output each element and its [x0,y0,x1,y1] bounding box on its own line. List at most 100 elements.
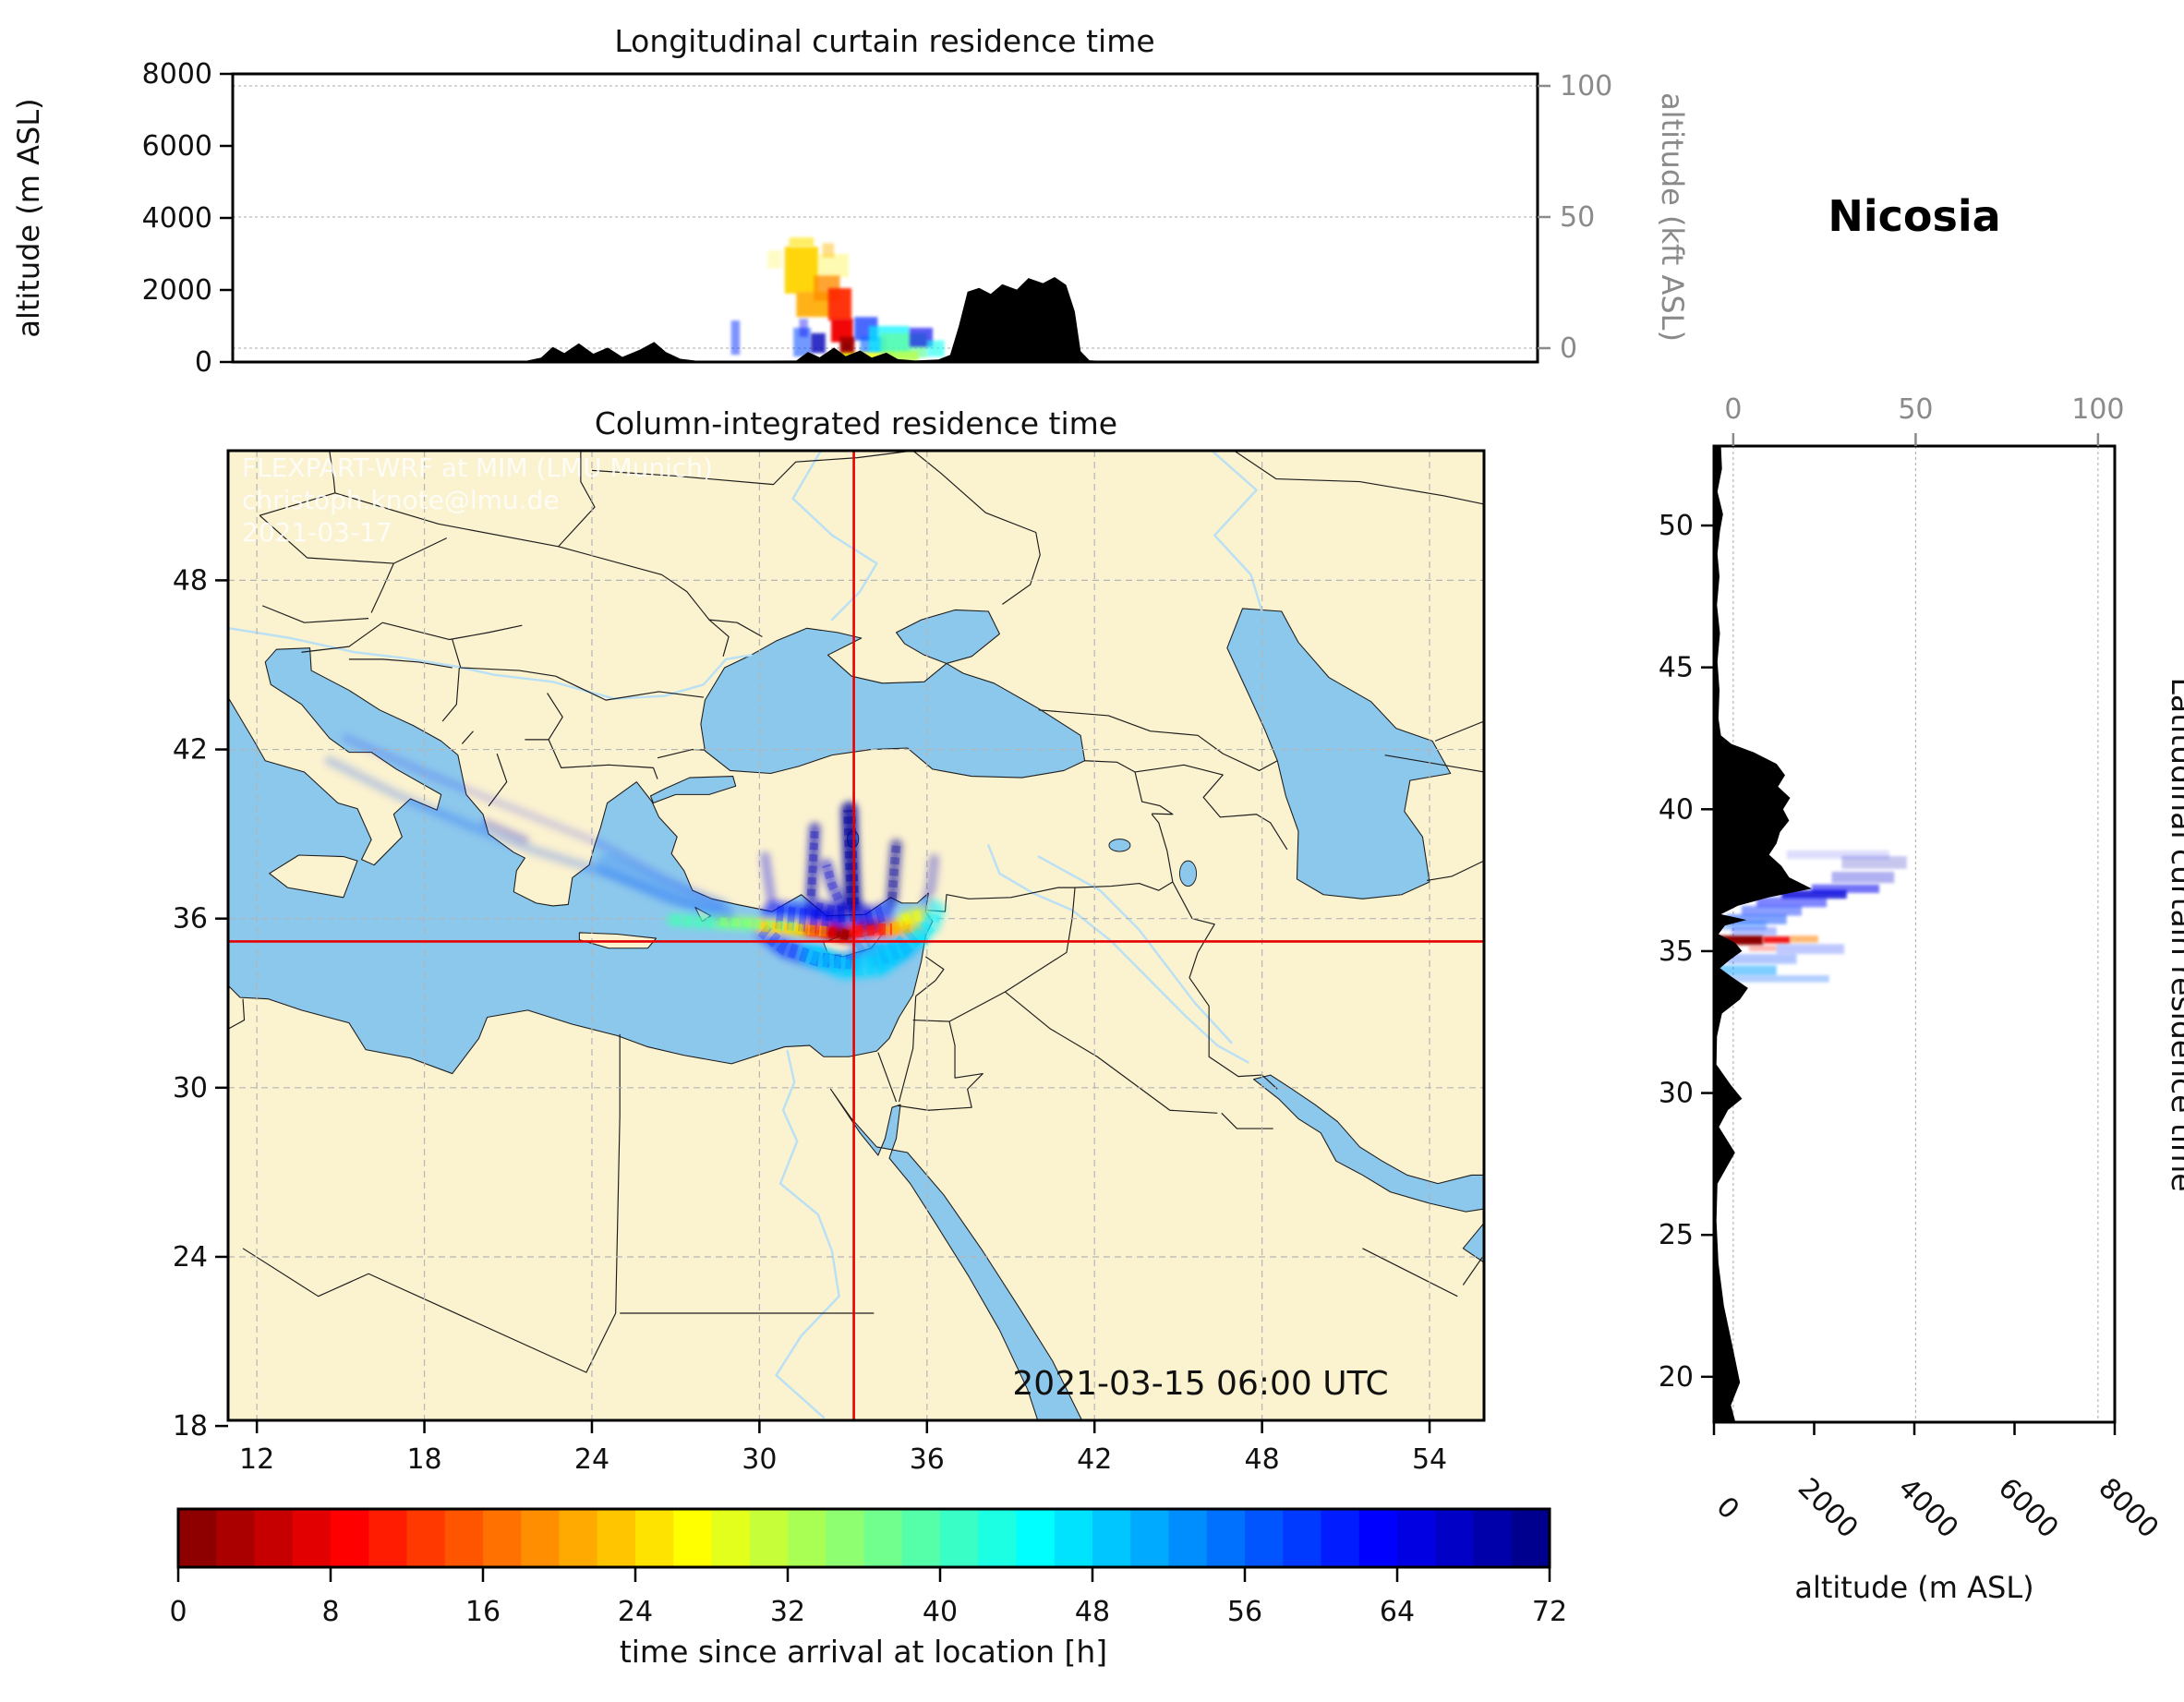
island [269,854,358,899]
plume-cell [811,332,826,354]
country-border [877,1052,898,1103]
colorbar-step [406,1509,446,1567]
colorbar-step [1245,1509,1285,1567]
plume-cell [1756,897,1828,908]
colorbar: 0 8 16 24 32 40 48 56 64 72 time since arrival at… [169,1507,1567,1670]
country-border [228,998,246,1030]
colorbar-step [788,1509,827,1567]
country-border [1462,1256,1483,1286]
y-tick-label: 8000 [142,58,212,91]
lat-tick-label: 45 [1659,652,1694,684]
colorbar-tick-label: 64 [1380,1596,1415,1628]
country-border [259,492,335,516]
plume-stroke [849,934,877,959]
map-basemap [228,451,1484,1420]
y-tick-label: 2000 [142,274,212,307]
plume-cell [926,340,945,357]
map-title: Column-integrated residence time [595,405,1117,441]
country-border [1134,764,1288,851]
plume-cell [883,351,919,362]
colorbar-step [940,1509,980,1567]
colorbar-step [901,1509,941,1567]
colorbar-step [483,1509,523,1567]
colorbar-step [597,1509,636,1567]
colorbar-tick-label: 0 [169,1596,187,1628]
alt-tick-label: 0 [1710,1491,1745,1526]
sea-polygon [700,627,1086,779]
y-tick-label: 36 [173,903,208,935]
map-watermark-line2: christoph.knote@lmu.de [242,485,560,515]
latitudinal-plume [1714,850,1907,983]
country-border [1384,754,1484,773]
colorbar-step [254,1509,294,1567]
map-axis-ticks: 12 18 24 30 36 42 48 54 18 24 30 36 42 48 [173,564,1447,1476]
kft-tick-label: 50 [1898,393,1933,426]
plume-stroke [597,852,732,923]
plume-stroke-texture [853,937,872,955]
country-border [301,622,383,653]
country-border [452,639,556,677]
country-border [897,1020,983,1111]
colorbar-label: time since arrival at location [h] [620,1634,1107,1670]
longitudinal-gridlines [233,85,1538,349]
country-border [652,767,658,779]
country-border [1362,1248,1458,1298]
plume-stroke-texture [809,942,906,977]
longitudinal-ylabel-left: altitude (m ASL) [11,98,46,337]
x-tick-label: 36 [910,1443,945,1476]
map-crosshair [228,451,1484,1420]
y-tick-label: 42 [173,734,208,767]
lat-tick-label: 50 [1659,510,1694,542]
latitudinal-xlabel: altitude (m ASL) [1794,1570,2033,1605]
sea-polygon [1462,1222,1484,1263]
map-spine [226,449,1486,1422]
country-border [461,730,474,744]
plume-cell [1763,935,1791,944]
country-border [329,451,336,493]
map-watermark-line1: FLEXPART-WRF at MIM (LMU Munich) [242,453,713,483]
longitudinal-panel-spine [231,72,1539,364]
colorbar-step [863,1509,903,1567]
colorbar-ticks: 0 8 16 24 32 40 48 56 64 72 [169,1567,1567,1628]
latitudinal-title: Latitudinal curtain residence time [2165,677,2184,1191]
plume-cell [1714,975,1829,983]
colorbar-step [1321,1509,1360,1567]
river [1037,855,1233,1044]
colorbar-gradient [178,1509,1551,1567]
plume-cell [789,237,814,247]
country-border [558,451,596,548]
colorbar-step [178,1509,218,1567]
map-panel: Column-integrated residence time 12 18 24 3… [173,405,1486,1476]
colorbar-outline [176,1507,1551,1569]
latitudinal-terrain-silhouette [1714,446,1812,1422]
y-tick-label: 48 [173,564,208,597]
kft-tick-label: 100 [2071,393,2124,426]
country-border [555,675,704,701]
x-tick-label: 12 [239,1443,274,1476]
sea-polygon [829,1088,1083,1420]
plume-cell [817,254,849,278]
x-tick-label: 54 [1412,1443,1447,1476]
x-tick-label: 24 [574,1443,609,1476]
country-border [370,562,394,613]
colorbar-tick-label: 32 [770,1596,805,1628]
kft-tick-label: 0 [1560,332,1577,365]
colorbar-step [1283,1509,1322,1567]
plume-stroke [854,901,897,930]
colorbar-step [1016,1509,1056,1567]
colorbar-step [216,1509,256,1567]
lake [1178,860,1198,887]
colorbar-step [368,1509,408,1567]
plume-stroke [804,822,821,902]
plume-stroke [918,853,940,919]
country-border [925,887,1076,912]
plume-cell [784,247,818,294]
country-border [915,956,945,997]
y-tick-label: 6000 [142,130,212,163]
longitudinal-ylabel-right: altitude (kft ASL) [1655,92,1690,342]
map-gridlines [228,451,1484,1420]
alt-tick-label: 2000 [1792,1472,1864,1545]
plume-texture-layer [672,809,943,977]
colorbar-step [559,1509,598,1567]
